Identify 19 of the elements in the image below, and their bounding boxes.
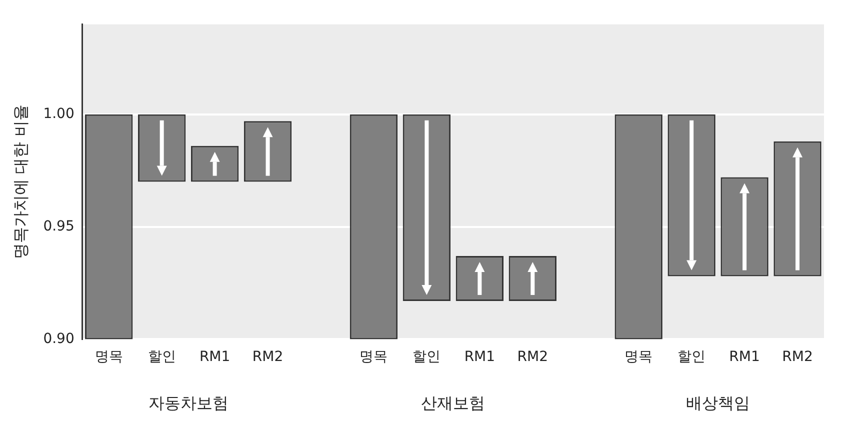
x-tick-label: RM1 <box>464 349 496 366</box>
y-tick-label: 0.90 <box>43 330 74 347</box>
x-tick-label: 할인 <box>148 349 176 366</box>
text: 자동차보험 <box>148 393 228 412</box>
x-tick-label: 명목 <box>360 349 388 366</box>
x-tick-label: RM2 <box>517 349 548 366</box>
x-tick-label: RM2 <box>782 349 813 366</box>
x-tick-label: RM1 <box>199 349 230 366</box>
x-tick-label: 할인 <box>412 349 441 366</box>
text: 산재보험 <box>421 393 486 412</box>
x-tick-label: 명목 <box>94 349 123 366</box>
x-tick-label: 명목 <box>624 349 653 366</box>
y-tick-label: 1.00 <box>43 106 74 122</box>
x-tick-label: RM2 <box>252 349 284 366</box>
text: 배상책임 <box>686 393 750 412</box>
x-tick-label: 할인 <box>678 349 706 366</box>
x-tick-label: RM1 <box>729 349 760 366</box>
y-tick-label: 0.95 <box>43 218 74 234</box>
y-axis-title: 명목가치에 대한 비율 <box>10 104 30 259</box>
